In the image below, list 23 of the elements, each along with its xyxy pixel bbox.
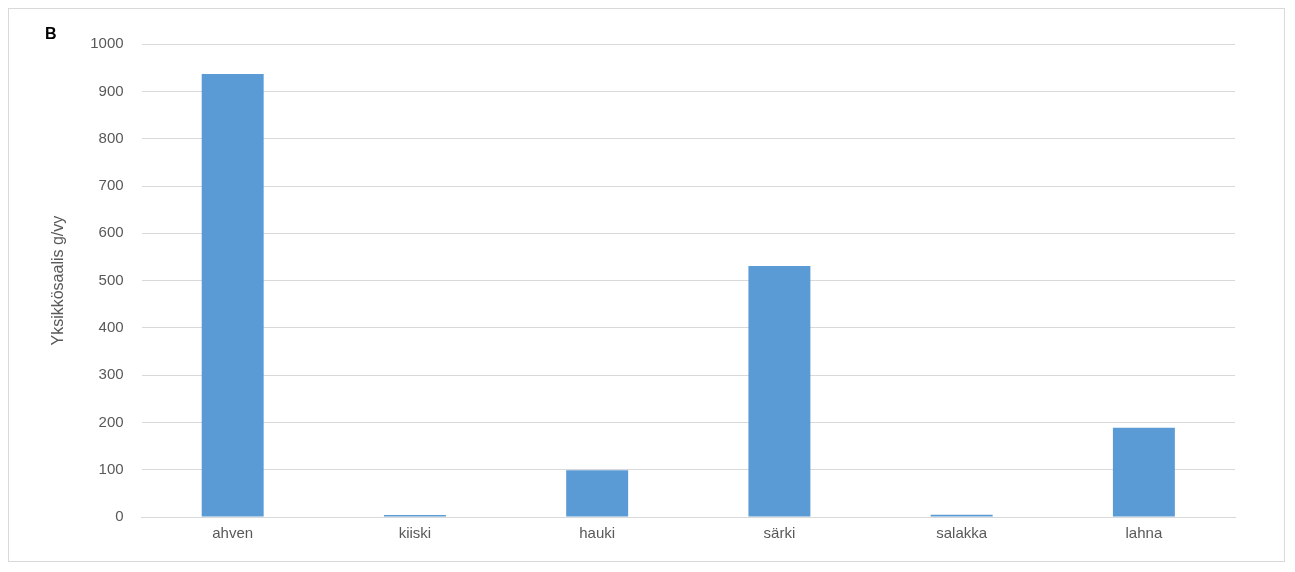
- y-tick-label: 100: [98, 459, 124, 477]
- x-tick-label: lahna: [1125, 524, 1163, 542]
- y-tick-label: 0: [115, 507, 124, 525]
- y-tick-label: 300: [98, 365, 124, 383]
- y-tick-label: 1000: [90, 34, 124, 52]
- y-tick-label: 700: [98, 176, 124, 194]
- bar: [1112, 427, 1175, 517]
- x-tick-label: särki: [763, 524, 796, 542]
- y-tick-label: 400: [98, 318, 124, 336]
- y-tick-label: 600: [98, 223, 124, 241]
- bar: [566, 470, 629, 517]
- y-axis-title: Yksikkösaalis g/vy: [49, 215, 67, 346]
- chart-title: B: [45, 25, 57, 43]
- y-tick-label: 900: [98, 81, 124, 99]
- bar: [748, 265, 811, 517]
- x-tick-label: salakka: [936, 524, 988, 542]
- y-tick-label: 500: [98, 270, 124, 288]
- y-tick-label: 200: [98, 412, 124, 430]
- x-tick-label: ahven: [212, 524, 254, 542]
- x-tick-label: hauki: [579, 524, 616, 542]
- x-tick-label: kiiski: [398, 524, 432, 542]
- y-tick-label: 800: [98, 128, 124, 146]
- bar: [201, 73, 264, 517]
